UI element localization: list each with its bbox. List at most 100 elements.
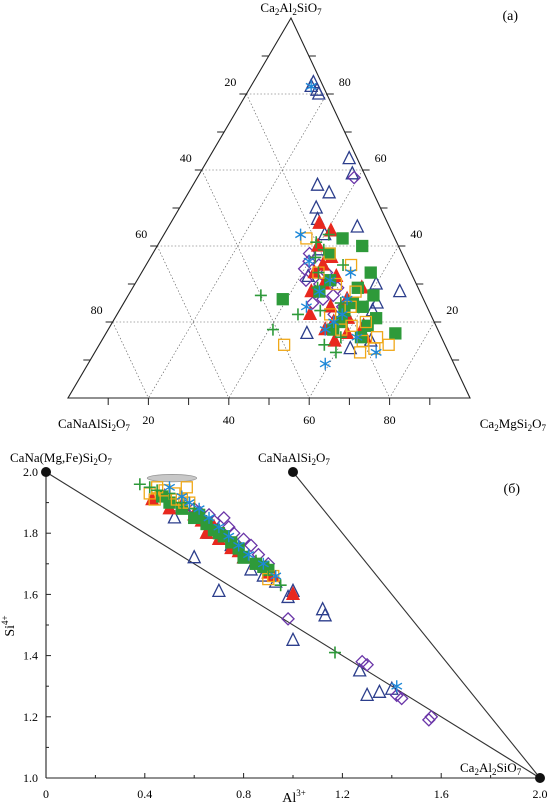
data-point bbox=[309, 199, 324, 214]
data-point bbox=[369, 275, 384, 290]
data-point bbox=[318, 338, 331, 351]
data-point bbox=[305, 80, 317, 93]
data-point bbox=[163, 481, 176, 494]
data-point bbox=[143, 481, 156, 494]
data-point bbox=[382, 338, 395, 351]
grid-line bbox=[112, 321, 149, 399]
endmember-label-1: CaNa(Mg,Fe)Si2O7 bbox=[10, 450, 112, 467]
data-point bbox=[347, 170, 362, 185]
data-point bbox=[334, 297, 347, 309]
ternary-frame bbox=[67, 16, 471, 399]
data-point bbox=[312, 266, 325, 279]
data-point bbox=[274, 579, 287, 592]
data-point bbox=[291, 308, 304, 321]
data-point bbox=[311, 281, 324, 294]
endmember-dot bbox=[535, 773, 545, 783]
data-point bbox=[310, 236, 323, 249]
apex-right-label: Ca2MgSi2O7 bbox=[480, 416, 547, 433]
data-point bbox=[351, 281, 364, 294]
data-point bbox=[300, 300, 313, 313]
data-point bbox=[350, 218, 365, 233]
right-tick-label: 60 bbox=[375, 151, 387, 165]
data-point bbox=[310, 176, 325, 191]
data-point bbox=[360, 657, 375, 672]
right-tick-label: 40 bbox=[410, 227, 422, 241]
data-point bbox=[312, 214, 327, 229]
data-point bbox=[343, 340, 358, 355]
endmember-points bbox=[41, 467, 545, 783]
data-point bbox=[354, 331, 368, 344]
ternary-ticks: 20 40 60 80 20 40 60 80 80 60 40 20 bbox=[83, 55, 460, 427]
reference-lines bbox=[45, 471, 541, 779]
ternary-panel-a: 20 40 60 80 20 40 60 80 80 60 40 20 Ca2Al2SiO7 CaNa… bbox=[58, 0, 547, 433]
endmember-line bbox=[45, 471, 541, 779]
data-point bbox=[369, 294, 385, 309]
data-point bbox=[203, 511, 215, 524]
data-point bbox=[356, 300, 369, 313]
bottom-tick-label: 80 bbox=[384, 413, 396, 427]
data-point bbox=[341, 293, 353, 306]
data-point bbox=[317, 243, 330, 256]
grid-line bbox=[228, 169, 363, 399]
data-point bbox=[319, 323, 331, 336]
data-point bbox=[193, 502, 205, 515]
data-point bbox=[345, 266, 357, 279]
data-point bbox=[148, 493, 161, 506]
data-point bbox=[151, 484, 164, 497]
data-point bbox=[233, 539, 245, 552]
data-point bbox=[254, 289, 267, 302]
data-point bbox=[351, 331, 363, 344]
data-point bbox=[299, 324, 314, 340]
data-point bbox=[369, 312, 383, 325]
data-point bbox=[361, 319, 374, 332]
data-point bbox=[328, 646, 341, 659]
data-point bbox=[276, 293, 289, 306]
left-tick-label: 20 bbox=[224, 75, 236, 89]
x-tick-label: 0.8 bbox=[236, 787, 251, 801]
data-point bbox=[167, 509, 182, 524]
data-point bbox=[281, 611, 295, 626]
data-point bbox=[329, 346, 342, 359]
data-point bbox=[424, 709, 439, 724]
data-point bbox=[249, 554, 262, 567]
x-tick-label: 0.4 bbox=[137, 787, 152, 801]
data-point bbox=[133, 478, 146, 491]
binary-points bbox=[133, 478, 439, 727]
binary-ticks: 0 0.4 0.8 1.2 1.6 2.0 1.0 1.2 1.4 1.6 1.8 2.0 bbox=[23, 465, 548, 801]
data-point bbox=[359, 315, 373, 329]
data-point bbox=[328, 316, 340, 328]
grid-line bbox=[156, 245, 230, 399]
right-tick-label: 80 bbox=[339, 75, 351, 89]
x-tick-label: 1.2 bbox=[335, 787, 350, 801]
data-point bbox=[295, 228, 307, 241]
binary-panel-b: 0 0.4 0.8 1.2 1.6 2.0 1.0 1.2 1.4 1.6 1.8 2.0 CaNa(… bbox=[0, 450, 548, 806]
data-point bbox=[336, 232, 349, 245]
left-tick-label: 40 bbox=[180, 151, 192, 165]
y-tick-label: 2.0 bbox=[23, 465, 38, 479]
data-point bbox=[370, 331, 384, 344]
data-point bbox=[277, 338, 291, 351]
apex-top-label: Ca2Al2SiO7 bbox=[260, 0, 322, 17]
data-point bbox=[257, 557, 269, 570]
data-point bbox=[367, 289, 380, 302]
data-point bbox=[389, 327, 402, 340]
data-point bbox=[302, 305, 318, 321]
data-point bbox=[285, 631, 301, 646]
data-point bbox=[353, 346, 367, 359]
data-point bbox=[391, 680, 403, 693]
left-tick-label: 60 bbox=[135, 227, 147, 241]
y-tick-label: 1.8 bbox=[23, 526, 38, 540]
panel-a-label: (a) bbox=[502, 9, 518, 24]
data-point bbox=[327, 332, 342, 347]
data-point bbox=[309, 251, 322, 264]
data-point bbox=[360, 686, 375, 702]
data-point bbox=[392, 283, 407, 298]
data-point bbox=[352, 662, 367, 677]
data-point bbox=[266, 323, 279, 336]
data-point bbox=[372, 683, 387, 698]
ternary-grid bbox=[112, 93, 435, 399]
data-point bbox=[342, 150, 357, 165]
data-point bbox=[313, 285, 325, 298]
data-point bbox=[205, 521, 218, 534]
